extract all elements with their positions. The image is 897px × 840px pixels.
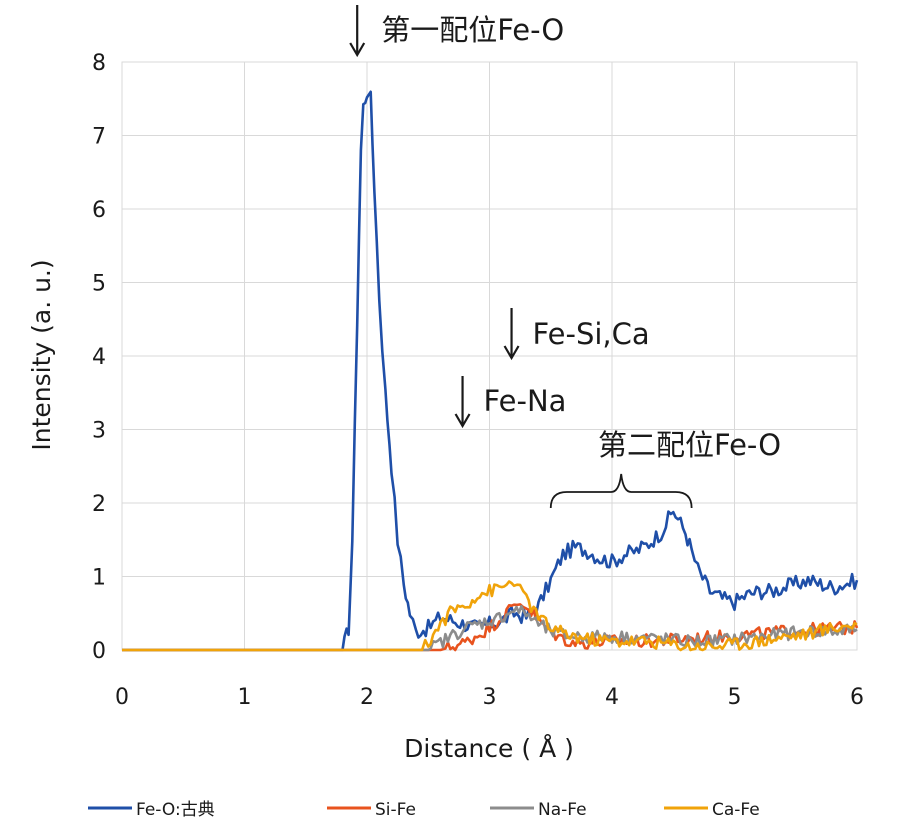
second-shell-bracket (549, 473, 693, 509)
series-line-4 (122, 580, 858, 652)
x-axis-title: Distance ( Å ) (404, 734, 574, 763)
legend-label: Ca-Fe (712, 800, 760, 820)
legend-label: Na-Fe (538, 800, 587, 820)
axes: 0 1 2 3 4 5 6 0 1 2 3 4 5 6 7 8 (92, 51, 864, 710)
y-tick-label: 2 (92, 492, 106, 517)
x-tick-label: 2 (360, 685, 374, 710)
annotations: 第一配位Fe-O Fe-Si,Ca Fe-Na 第二配位Fe-O (349, 5, 781, 509)
legend-item: Fe-O:古典 (88, 800, 215, 820)
legend: Fe-O:古典 Si-Fe Na-Fe Ca-Fe (88, 800, 760, 820)
first-fe-o-arrow-head (349, 42, 366, 58)
legend-item: Ca-Fe (664, 800, 760, 820)
plot-border (121, 61, 858, 651)
x-tick-label: 0 (115, 685, 129, 710)
fe-si-ca-arrow-head (503, 345, 520, 361)
legend-label: Fe-O:古典 (136, 800, 215, 820)
annotation-fe-si-ca: Fe-Si,Ca (533, 317, 650, 351)
y-tick-label: 0 (92, 639, 106, 664)
y-tick-label: 5 (92, 272, 106, 297)
x-tick-label: 3 (483, 685, 497, 710)
annotation-second-fe-o: 第二配位Fe-O (598, 428, 781, 462)
y-tick-label: 7 (92, 125, 106, 150)
x-tick-label: 5 (728, 685, 742, 710)
y-tick-label: 1 (92, 566, 106, 591)
annotation-fe-na: Fe-Na (484, 384, 567, 418)
x-tick-label: 1 (238, 685, 252, 710)
x-tick-label: 6 (850, 685, 864, 710)
y-tick-label: 3 (92, 419, 106, 444)
legend-item: Na-Fe (490, 800, 587, 820)
y-tick-label: 4 (92, 345, 106, 370)
annotation-first-fe-o: 第一配位Fe-O (381, 13, 564, 47)
gridlines (121, 61, 858, 651)
x-tick-label: 4 (605, 685, 619, 710)
y-axis-title: Intensity (a. u.) (27, 259, 56, 450)
legend-item: Si-Fe (327, 800, 416, 820)
fe-na-arrow-head (454, 413, 471, 429)
y-tick-label: 6 (92, 198, 106, 223)
series-lines (122, 90, 859, 652)
y-tick-label: 8 (92, 51, 106, 76)
legend-label: Si-Fe (375, 800, 416, 820)
